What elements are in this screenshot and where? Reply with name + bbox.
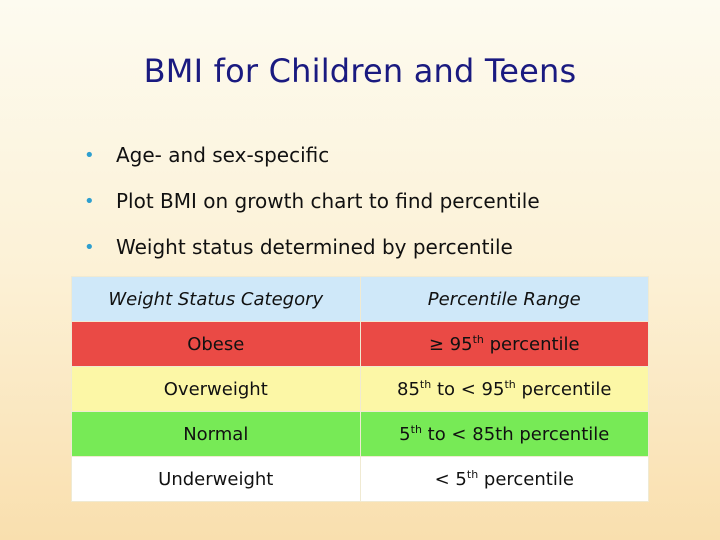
category-cell: Overweight [71,366,361,412]
bullet-text: Plot BMI on growth chart to find percent… [116,189,540,213]
table-row-underweight: Underweight < 5th percentile [71,456,650,502]
category-cell: Underweight [71,456,361,502]
bullet-dot-icon: • [84,144,95,166]
bullet-text: Weight status determined by percentile [116,235,513,259]
table-row-normal: Normal 5th to < 85th percentile [71,411,650,457]
header-range: Percentile Range [359,276,650,322]
bullet-list: • Age- and sex-specific • Plot BMI on grow… [84,132,540,270]
bullet-text: Age- and sex-specific [116,143,330,167]
table-header-row: Weight Status Category Percentile Range [71,276,650,322]
category-cell: Normal [71,411,361,457]
bullet-item: • Plot BMI on growth chart to find percen… [84,178,540,224]
bullet-item: • Weight status determined by percentile [84,224,540,270]
bullet-dot-icon: • [84,190,95,212]
table-row-overweight: Overweight 85th to < 95th percentile [71,366,650,412]
slide-title: BMI for Children and Teens [143,52,577,90]
range-cell: 85th to < 95th percentile [359,366,650,412]
range-cell: ≥ 95th percentile [359,321,650,367]
range-cell: 5th to < 85th percentile [359,411,650,457]
header-category: Weight Status Category [71,276,361,322]
weight-status-table: Weight Status Category Percentile Range … [71,276,650,502]
range-cell: < 5th percentile [359,456,650,502]
bullet-item: • Age- and sex-specific [84,132,540,178]
table-row-obese: Obese ≥ 95th percentile [71,321,650,367]
bullet-dot-icon: • [84,236,95,258]
category-cell: Obese [71,321,361,367]
